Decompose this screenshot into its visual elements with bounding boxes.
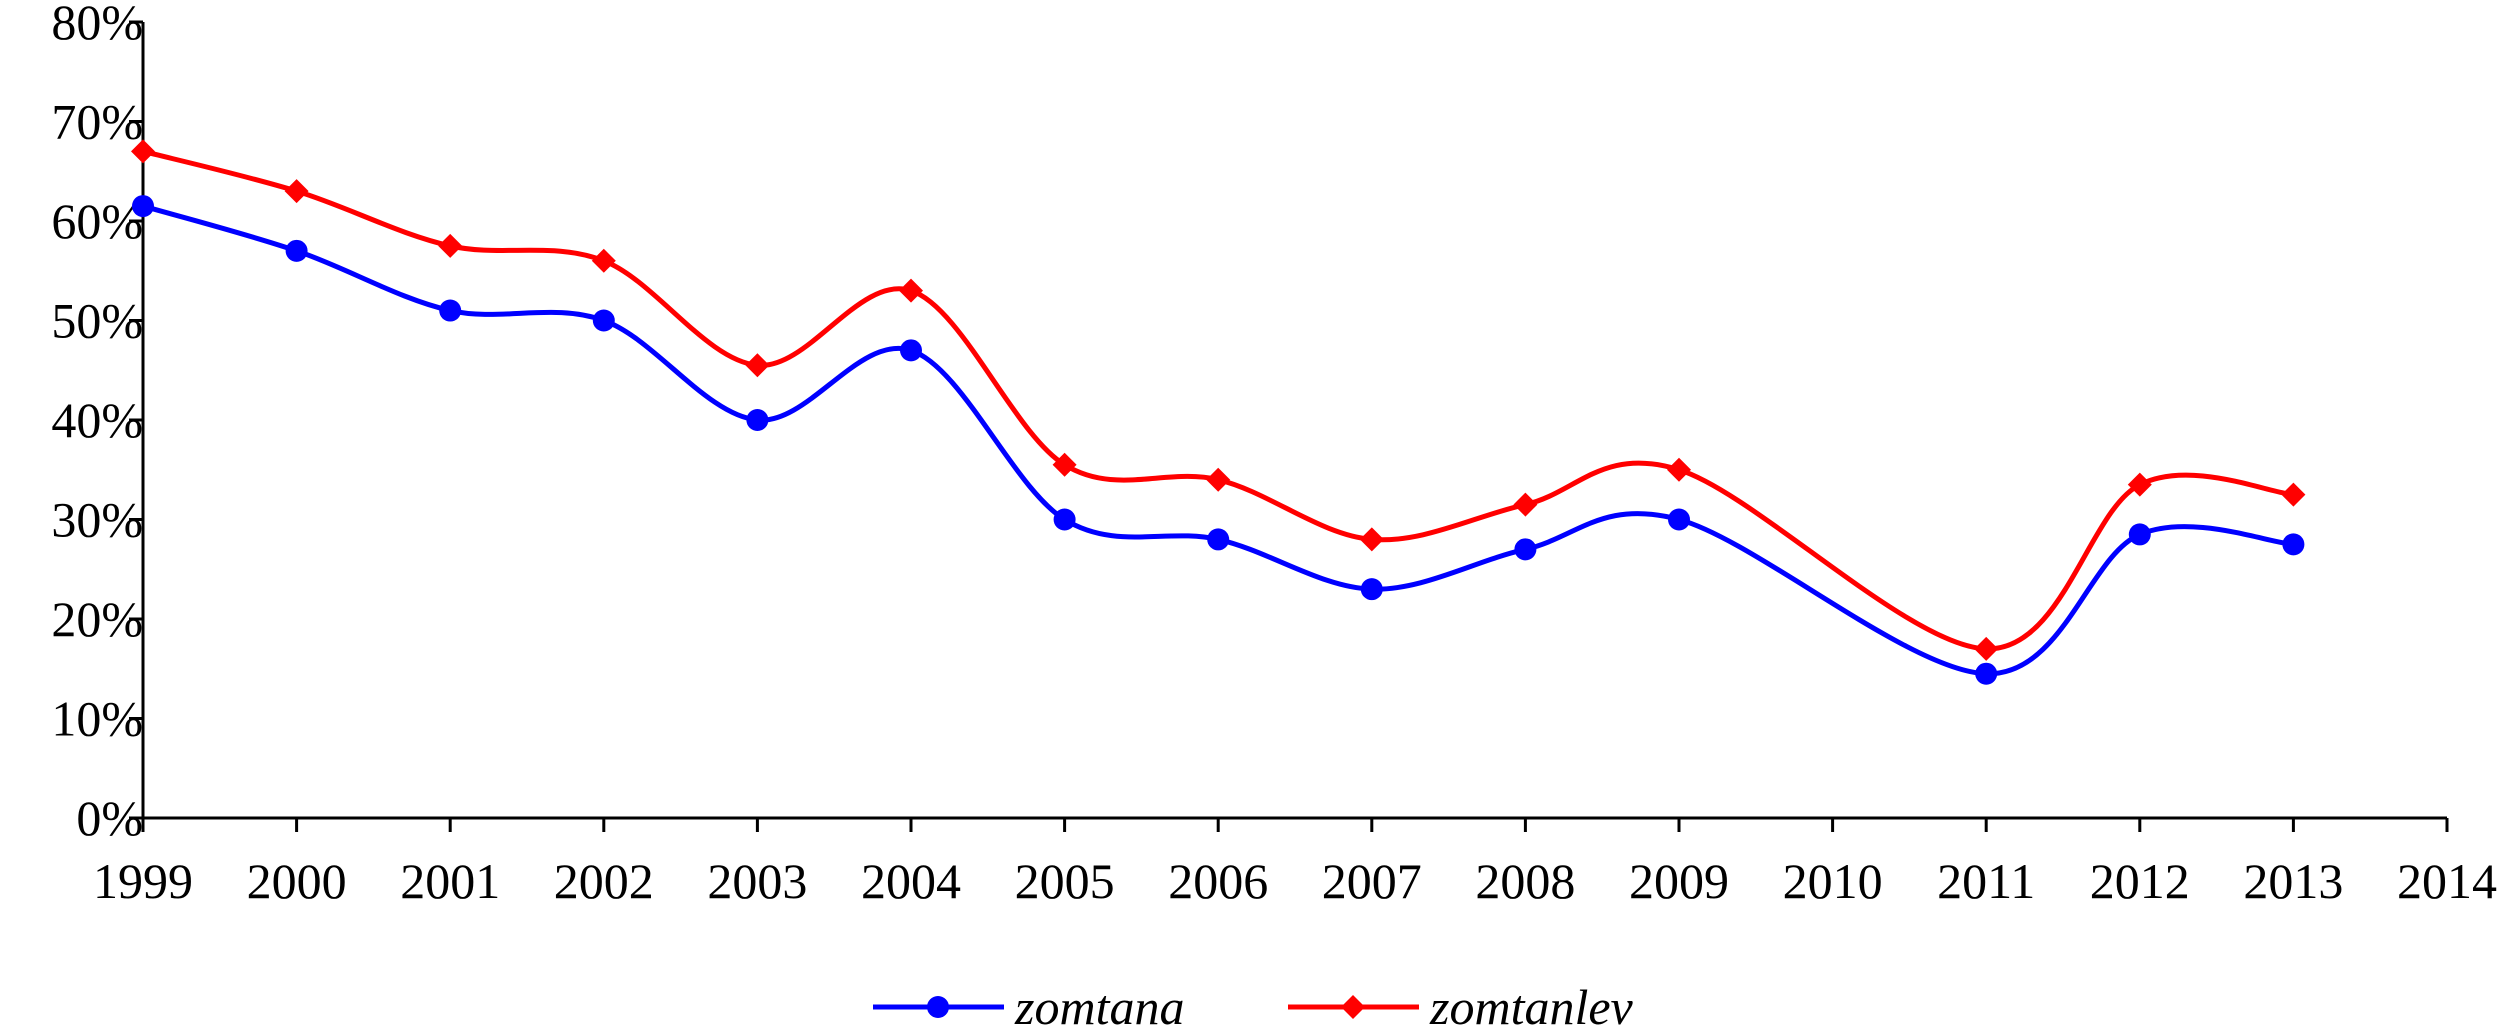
x-tick-label: 2014 — [2397, 853, 2497, 909]
x-tick-label: 1999 — [93, 853, 193, 909]
data-point — [1052, 452, 1077, 477]
data-point — [591, 248, 616, 273]
data-point — [1975, 662, 1998, 685]
data-point — [2127, 472, 2152, 497]
x-tick-label: 2011 — [1937, 853, 2035, 909]
data-point — [285, 239, 308, 262]
x-tick-label: 2012 — [2090, 853, 2190, 909]
data-point — [592, 309, 615, 332]
series-line — [142, 203, 2294, 677]
data-point — [438, 233, 463, 258]
y-tick-label: 30% — [51, 492, 143, 548]
data-point — [2128, 523, 2151, 546]
data-point — [1667, 457, 1691, 482]
x-tick-label: 2007 — [1322, 853, 1422, 909]
x-tick-label: 2013 — [2243, 853, 2343, 909]
data-point — [1668, 508, 1690, 531]
x-tick-label: 2005 — [1015, 853, 1115, 909]
y-tick-label: 60% — [51, 193, 143, 249]
data-point — [284, 179, 309, 204]
data-point — [1053, 508, 1076, 531]
y-tick-label: 20% — [51, 591, 143, 647]
data-point — [900, 339, 922, 362]
data-point — [1359, 527, 1384, 552]
x-tick-label: 2002 — [554, 853, 654, 909]
data-point — [1514, 538, 1537, 561]
series-line — [142, 148, 2294, 652]
y-tick-label: 80% — [51, 0, 143, 50]
data-point — [1360, 578, 1383, 601]
y-tick-label: 40% — [51, 392, 143, 448]
data-point — [1206, 467, 1231, 492]
y-tick-label: 70% — [51, 94, 143, 150]
legend-marker — [1341, 995, 1365, 1019]
legend-label: zomtana — [1014, 979, 1184, 1027]
x-tick-label: 2009 — [1629, 853, 1729, 909]
data-point — [2282, 533, 2305, 556]
legend-label: zomtanlev — [1429, 979, 1634, 1027]
x-tick-label: 2004 — [861, 853, 961, 909]
x-tick-label: 2003 — [707, 853, 807, 909]
data-point — [132, 195, 154, 218]
data-point — [1513, 492, 1538, 517]
x-tick-label: 2008 — [1475, 853, 1575, 909]
data-point — [439, 299, 462, 322]
x-tick-label: 2000 — [247, 853, 347, 909]
data-point — [1207, 528, 1230, 551]
data-point — [899, 278, 923, 303]
x-tick-label: 2001 — [400, 853, 500, 909]
data-point — [746, 409, 769, 431]
data-point — [2281, 482, 2306, 507]
x-tick-label: 2006 — [1168, 853, 1268, 909]
data-point — [745, 353, 770, 378]
data-point — [131, 139, 155, 164]
legend-marker — [927, 996, 949, 1018]
y-tick-label: 10% — [51, 691, 143, 747]
y-tick-label: 50% — [51, 293, 143, 349]
x-tick-label: 2010 — [1783, 853, 1883, 909]
data-point — [1974, 636, 1999, 661]
y-tick-label: 0% — [76, 790, 143, 846]
